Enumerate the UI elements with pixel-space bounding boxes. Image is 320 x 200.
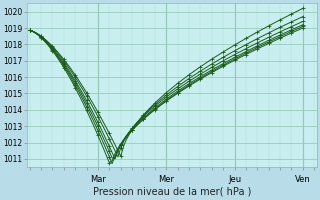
X-axis label: Pression niveau de la mer( hPa ): Pression niveau de la mer( hPa ) xyxy=(92,187,251,197)
